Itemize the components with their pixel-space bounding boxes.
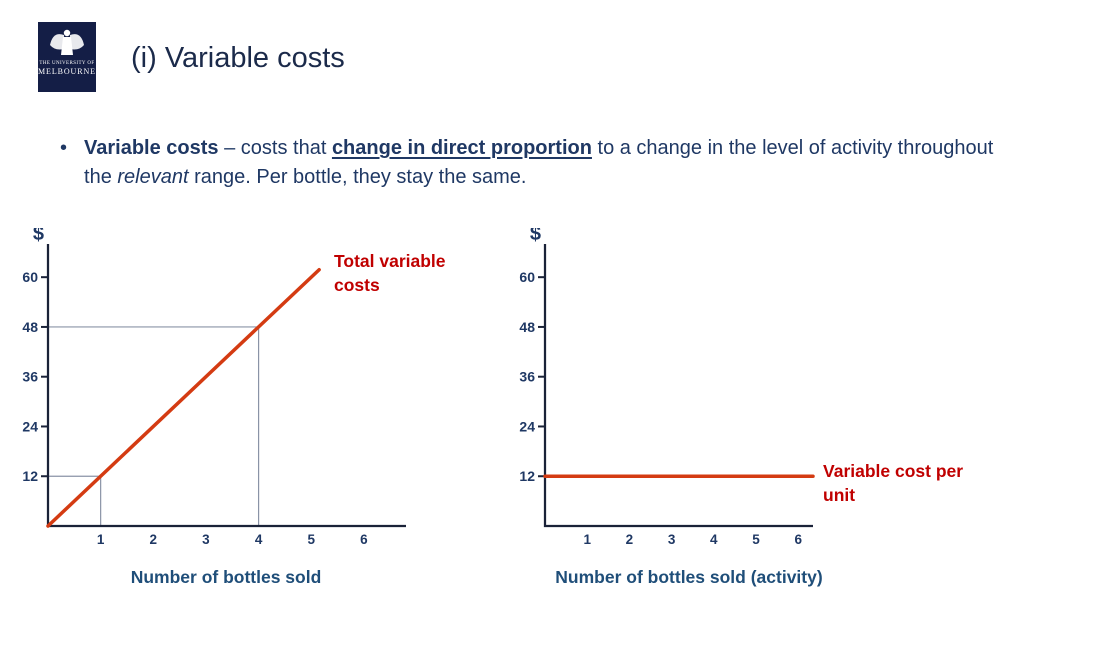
svg-text:48: 48 <box>22 319 38 335</box>
slide-title: (i) Variable costs <box>131 42 345 74</box>
svg-text:5: 5 <box>307 532 315 547</box>
bullet-text: Variable costs – costs that change in di… <box>84 134 1009 192</box>
svg-text:3: 3 <box>668 532 676 547</box>
bullet-lead-bold: Variable costs <box>84 137 219 159</box>
svg-text:60: 60 <box>22 269 38 285</box>
svg-text:6: 6 <box>794 532 802 547</box>
chart-annotation-total-variable-costs: Total variable costs <box>334 251 446 295</box>
svg-text:$: $ <box>33 228 44 245</box>
bullet-point: • Variable costs – costs that change in … <box>60 134 1070 192</box>
svg-text:60: 60 <box>519 269 535 285</box>
chart-xlabel-bottles-sold: Number of bottles sold <box>130 567 322 587</box>
svg-text:24: 24 <box>22 418 38 434</box>
bullet-emphasis-italic: relevant <box>117 166 189 188</box>
bullet-emphasis-underline: change in direct proportion <box>331 137 592 159</box>
svg-text:5: 5 <box>752 532 760 547</box>
svg-text:12: 12 <box>22 468 38 484</box>
svg-text:3: 3 <box>202 532 210 547</box>
bullet-seg1: – costs that <box>218 137 332 159</box>
svg-text:48: 48 <box>519 319 535 335</box>
svg-text:1: 1 <box>583 532 591 547</box>
svg-text:1: 1 <box>97 532 105 547</box>
svg-text:2: 2 <box>150 532 158 547</box>
svg-text:4: 4 <box>710 532 718 547</box>
svg-text:2: 2 <box>626 532 634 547</box>
svg-text:12: 12 <box>519 468 535 484</box>
logo-text-top: THE UNIVERSITY OF <box>39 61 95 66</box>
svg-text:6: 6 <box>360 532 368 547</box>
svg-text:$: $ <box>530 228 541 245</box>
chart-variable-cost-per-unit: $12 24 36 48 60 1 2 3 4 5 6 Variable cost per unit… <box>511 223 1011 633</box>
bullet-seg2: to a change in the level of activity thr… <box>84 137 994 188</box>
bullet-seg3: range. Per bottle, they stay the same. <box>188 166 527 188</box>
svg-text:36: 36 <box>22 369 38 385</box>
university-logo: THE UNIVERSITY OF MELBOURNE <box>38 22 96 92</box>
svg-text:24: 24 <box>519 418 535 434</box>
chart-xlabel-bottles-sold-activity: Number of bottles sold (activity) <box>555 567 823 587</box>
logo-text-bottom: MELBOURNE <box>38 67 96 76</box>
university-crest-icon <box>50 29 84 55</box>
svg-text:36: 36 <box>519 369 535 385</box>
chart-total-variable-costs: $12 24 36 48 60 1 2 3 4 5 6 Total variable costs N… <box>14 223 494 633</box>
chart-annotation-variable-cost-per-unit: Variable cost per unit <box>823 461 964 505</box>
svg-text:4: 4 <box>255 532 263 547</box>
bullet-marker: • <box>60 137 68 159</box>
